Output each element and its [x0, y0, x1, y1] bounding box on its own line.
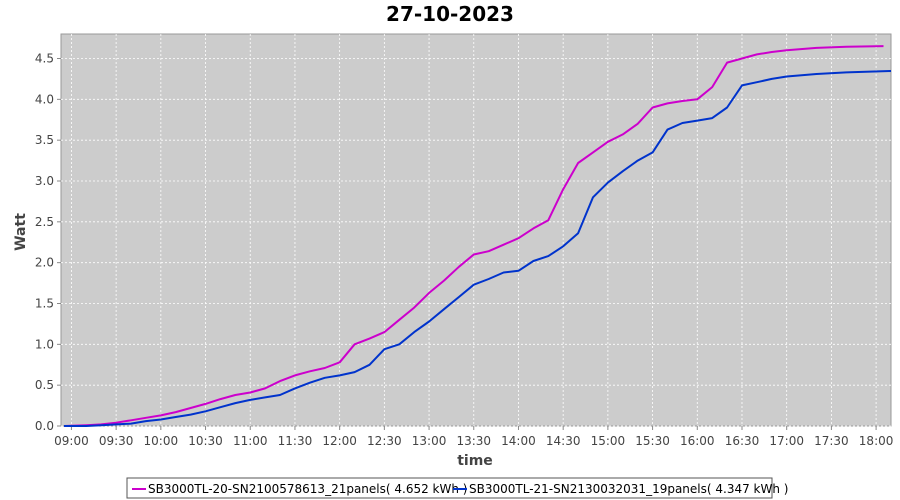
y-tick-label: 0.5	[35, 378, 54, 392]
x-tick-label: 11:30	[278, 434, 313, 448]
x-tick-label: 15:30	[635, 434, 670, 448]
x-tick-label: 16:30	[725, 434, 760, 448]
x-tick-label: 15:00	[591, 434, 626, 448]
y-tick-label: 4.5	[35, 52, 54, 66]
y-tick-label: 4.0	[35, 92, 54, 106]
y-tick-label: 2.5	[35, 215, 54, 229]
x-tick-label: 11:00	[233, 434, 268, 448]
x-tick-label: 14:30	[546, 434, 581, 448]
x-axis: 09:00 09:30 10:00 10:30 11:00 11:30 12:00 12:30…	[54, 426, 893, 448]
legend-label-series-2: SB3000TL-21-SN2130032031_19panels( 4.347…	[469, 482, 788, 496]
y-tick-label: 0.0	[35, 419, 54, 433]
y-tick-label: 3.0	[35, 174, 54, 188]
series-line-2	[64, 70, 892, 427]
x-tick-label: 10:00	[144, 434, 179, 448]
x-tick-label: 13:00	[412, 434, 447, 448]
y-tick-label: 2.0	[35, 256, 54, 270]
x-tick-label: 16:00	[680, 434, 715, 448]
legend: SB3000TL-20-SN2100578613_21panels( 4.652…	[126, 477, 788, 499]
plot-area	[60, 33, 892, 427]
chart-title: 27-10-2023	[386, 2, 514, 26]
legend-box	[126, 477, 773, 499]
x-tick-label: 17:00	[769, 434, 804, 448]
x-tick-label: 14:00	[501, 434, 536, 448]
legend-label-series-1: SB3000TL-20-SN2100578613_21panels( 4.652…	[148, 482, 467, 496]
x-tick-label: 09:30	[99, 434, 134, 448]
series-lines	[63, 45, 892, 427]
x-tick-label: 18:00	[859, 434, 894, 448]
y-axis-title: Watt	[13, 213, 29, 251]
x-tick-label: 10:30	[188, 434, 223, 448]
x-axis-title: time	[457, 453, 493, 469]
x-tick-label: 12:00	[322, 434, 357, 448]
series-line-1	[63, 45, 884, 427]
x-tick-label: 09:00	[54, 434, 89, 448]
y-tick-label: 1.0	[35, 337, 54, 351]
x-tick-label: 12:30	[367, 434, 402, 448]
y-axis: 0.0 0.5 1.0 1.5 2.0 2.5 3.0 3.5 4.0 4.5	[35, 52, 61, 433]
x-tick-label: 13:30	[456, 434, 491, 448]
y-tick-label: 1.5	[35, 297, 54, 311]
y-tick-label: 3.5	[35, 133, 54, 147]
grid-lines	[61, 34, 891, 427]
x-tick-label: 17:30	[814, 434, 849, 448]
